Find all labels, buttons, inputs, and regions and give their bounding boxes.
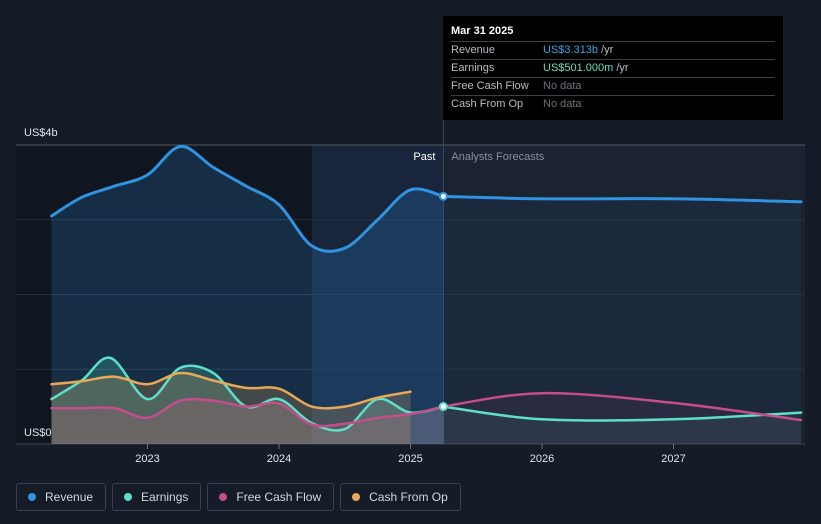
legend-dot	[219, 493, 228, 501]
past-label: Past	[413, 151, 435, 163]
earnings-forecast-marker	[438, 402, 448, 412]
earnings-forecast-area	[443, 406, 802, 444]
tooltip-row-earnings: Earnings US$501.000m/yr	[451, 59, 775, 77]
free-cash-flow-forecast-area	[443, 393, 802, 444]
data-tooltip: Mar 31 2025 Revenue US$3.313b/yr Earning…	[443, 16, 783, 120]
x-tick-label: 2025	[398, 453, 422, 465]
tooltip-row-free-cash-flow: Free Cash Flow No data	[451, 77, 775, 95]
revenue-forecast-line	[441, 194, 803, 204]
legend-label: Earnings	[141, 490, 189, 504]
tooltip-row-revenue: Revenue US$3.313b/yr	[451, 41, 775, 59]
cash-from-op-line	[50, 371, 412, 410]
y-axis-top-label: US$4b	[24, 127, 58, 139]
chart-legend: Revenue Earnings Free Cash Flow Cash Fro…	[16, 483, 461, 511]
x-tick-label: 2027	[661, 453, 685, 465]
tooltip-label: Earnings	[451, 62, 495, 74]
tooltip-value: No data	[543, 98, 582, 110]
revenue-forecast-marker	[438, 191, 448, 201]
free-cash-flow-forecast-line	[442, 391, 803, 422]
legend-label: Revenue	[45, 490, 94, 504]
x-tick-label: 2026	[530, 453, 554, 465]
tooltip-value: US$501.000m	[543, 62, 614, 74]
forecast-label: Analysts Forecasts	[451, 151, 544, 163]
x-tick-label: 2024	[267, 453, 291, 465]
legend-item-earnings[interactable]: Earnings	[112, 483, 202, 511]
earnings-forecast-line	[442, 405, 803, 422]
earnings-area	[51, 357, 444, 444]
legend-dot	[124, 493, 133, 501]
tooltip-label: Cash From Op	[451, 98, 524, 110]
tooltip-value: No data	[543, 80, 582, 92]
free-cash-flow-area	[51, 399, 444, 444]
revenue-forecast-area	[443, 196, 802, 444]
legend-label: Free Cash Flow	[236, 490, 322, 504]
y-axis-bottom-label: US$0	[24, 427, 52, 439]
free-cash-flow-line	[50, 397, 445, 428]
legend-item-free-cash-flow[interactable]: Free Cash Flow	[207, 483, 335, 511]
revenue-area	[51, 146, 444, 444]
tooltip-row-cash-from-op: Cash From Op No data	[451, 95, 775, 113]
legend-item-revenue[interactable]: Revenue	[16, 483, 107, 511]
legend-item-cash-from-op[interactable]: Cash From Op	[340, 483, 461, 511]
tooltip-date: Mar 31 2025	[451, 25, 514, 37]
tooltip-unit: /yr	[616, 62, 629, 74]
tooltip-value: US$3.313b	[543, 44, 599, 56]
legend-label: Cash From Op	[369, 490, 448, 504]
tooltip-label: Revenue	[451, 44, 496, 56]
x-tick-label: 2023	[135, 453, 159, 465]
tooltip-label: Free Cash Flow	[451, 80, 529, 92]
revenue-line	[50, 144, 445, 253]
legend-dot	[28, 493, 36, 501]
legend-dot	[352, 493, 361, 501]
tooltip-unit: /yr	[601, 44, 614, 56]
